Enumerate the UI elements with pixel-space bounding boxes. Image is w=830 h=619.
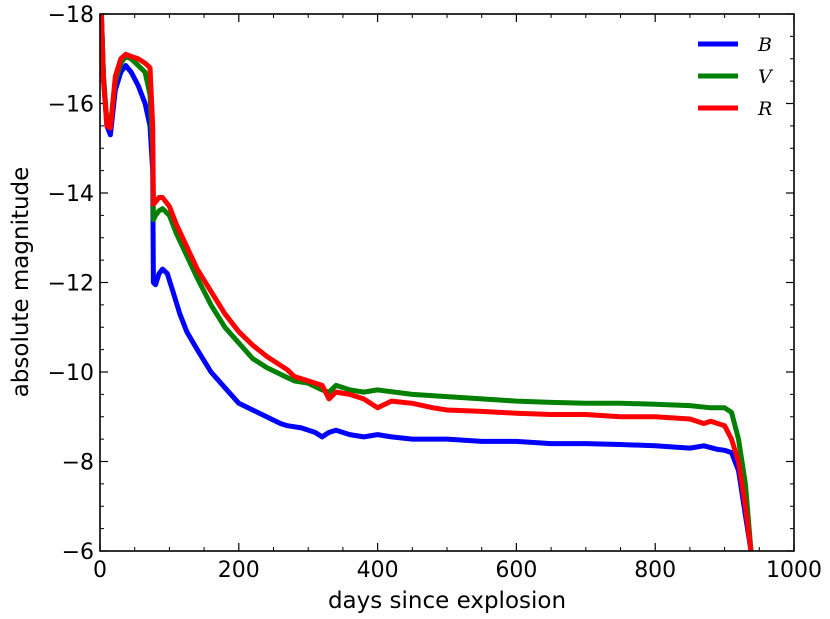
x-axis-ticks: 0 200 400 600 800 1000 (93, 14, 822, 583)
legend-label-B: B (757, 34, 772, 56)
plot-frame (99, 13, 795, 552)
legend-label-R: R (757, 98, 772, 120)
y-tick-label: −12 (48, 272, 94, 297)
series-line-B (100, 14, 754, 551)
x-tick-label: 0 (93, 558, 107, 583)
x-tick-label: 200 (218, 558, 260, 583)
x-tick-label: 400 (357, 558, 399, 583)
series-line-V (100, 14, 754, 551)
x-tick-label: 600 (495, 558, 537, 583)
y-axis-label: absolute magnitude (8, 167, 34, 398)
y-tick-label: −18 (48, 3, 94, 28)
series-layer (100, 14, 754, 551)
y-tick-label: −14 (48, 182, 94, 207)
legend-label-V: V (758, 66, 774, 88)
y-axis-ticks: −18 −16 −14 −12 −10 −8 −6 (48, 3, 794, 565)
y-tick-label: −10 (48, 361, 94, 386)
y-tick-label: −8 (62, 451, 94, 476)
legend: BVR (698, 34, 774, 120)
x-tick-label: 1000 (766, 558, 822, 583)
series-line-R (100, 14, 754, 551)
x-axis-label: days since explosion (328, 588, 566, 614)
y-tick-label: −6 (62, 540, 94, 565)
y-tick-label: −16 (48, 93, 94, 118)
x-tick-label: 800 (634, 558, 676, 583)
